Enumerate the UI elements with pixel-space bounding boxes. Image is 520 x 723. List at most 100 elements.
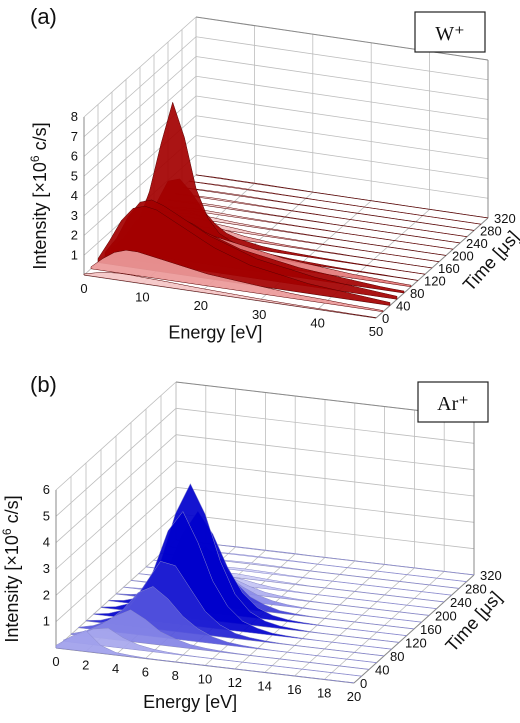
y-tick-label: 5	[71, 168, 78, 183]
time-tick-label: 0	[360, 676, 367, 691]
y-tick-label: 2	[71, 228, 78, 243]
axis-edge	[195, 16, 489, 61]
side-grid-y	[55, 434, 177, 543]
x-tick-label: 10	[198, 672, 212, 687]
y-axis-title-main: Intensity [×10	[2, 535, 22, 643]
side-grid-y	[55, 487, 177, 596]
y-tick-label: 1	[43, 614, 50, 629]
x-tick-label: 30	[252, 307, 266, 322]
y-tick-label: 6	[43, 482, 50, 497]
x-tick-label: 20	[347, 689, 361, 704]
x-tick-label: 0	[80, 281, 87, 296]
y-axis-title-unit: c/s]	[2, 495, 22, 528]
y-tick-label: 2	[43, 587, 50, 602]
side-grid-y	[55, 408, 177, 517]
time-tick-label: 280	[465, 582, 487, 597]
time-tick-label: 320	[494, 211, 516, 226]
side-grid-y	[83, 16, 197, 118]
time-tick-label: 240	[466, 236, 488, 251]
y-tick-label: 6	[71, 149, 78, 164]
time-tick-label: 320	[480, 568, 502, 583]
chart-panel-b: 0 2 4 6 8 10 12 14 16 18 2012345604080120160200240…	[0, 372, 506, 712]
time-slice-20	[90, 249, 384, 313]
back-grid-y	[195, 75, 489, 120]
x-tick-label: 2	[82, 658, 89, 673]
time-tick-label: 200	[435, 609, 457, 624]
x-axis-title: Energy [eV]	[143, 692, 237, 712]
time-slice-60	[78, 586, 377, 664]
panel-label: (b)	[30, 372, 57, 397]
back-grid-y	[195, 95, 489, 140]
time-tick-label: 40	[396, 299, 410, 314]
y-tick-label: 4	[71, 188, 78, 203]
tick-labels: 0 2 4 6 8 10 12 14 16 18 2012345604080120160200240…	[43, 482, 502, 704]
time-slice-320	[195, 174, 489, 219]
y-tick-label: 4	[43, 535, 50, 550]
y-tick-label: 7	[71, 129, 78, 144]
legend-box	[417, 381, 489, 423]
legend-ion-label: Ar⁺	[437, 393, 469, 415]
time-slice-40	[97, 205, 391, 306]
time-slice-80	[85, 561, 385, 657]
time-tick-label: 240	[450, 595, 472, 610]
y-axis-title: Intensity [×106 c/s]	[0, 495, 22, 642]
y-axis-title-unit: c/s]	[30, 122, 50, 155]
x-tick-label: 16	[287, 682, 301, 697]
x-tick-label: 0	[52, 654, 59, 669]
x-tick-label: 8	[172, 668, 179, 683]
back-grid-y	[195, 56, 489, 100]
time-slice-300	[168, 546, 467, 583]
side-grid-y	[55, 460, 177, 570]
back-grid-y	[195, 36, 489, 81]
x-axis-title: Energy [eV]	[168, 322, 262, 342]
time-slice-240	[167, 199, 461, 244]
time-slice-20	[63, 627, 362, 677]
time-slice-0	[83, 272, 377, 319]
y-axis-title-main: Intensity [×10	[30, 162, 50, 270]
x-tick-label: 14	[257, 679, 271, 694]
x-tick-label: 50	[369, 324, 383, 339]
side-grid-y	[55, 381, 177, 491]
time-tick-label: 200	[452, 249, 474, 264]
surface-series	[83, 101, 489, 319]
side-grid-y	[83, 36, 197, 138]
back-grid-y	[175, 486, 475, 523]
time-slice-220	[160, 205, 454, 250]
side-grid-y	[83, 56, 197, 157]
time-tick-label: 80	[410, 286, 424, 301]
y-axis-title: Intensity [×106 c/s]	[28, 122, 50, 269]
back-grid-y	[175, 460, 475, 497]
side-grid-y	[83, 95, 197, 197]
time-slice-320	[175, 539, 475, 576]
chart-panel-a: 0102030405012345678040801201602002402803…	[28, 4, 520, 342]
side-grid-y	[83, 75, 197, 177]
back-grid-y	[195, 115, 489, 160]
y-tick-label: 5	[43, 508, 50, 523]
time-slice-40	[70, 609, 370, 670]
time-tick-label: 0	[382, 311, 389, 326]
back-grid-y	[195, 135, 489, 179]
x-tick-label: 12	[228, 675, 242, 690]
y-tick-label: 3	[43, 561, 50, 576]
back-grid-y	[175, 434, 475, 471]
time-slice-300	[188, 180, 482, 225]
time-tick-label: 80	[390, 649, 404, 664]
back-grid-y	[175, 407, 475, 444]
tick-labels: 0102030405012345678040801201602002402803…	[71, 109, 516, 339]
x-tick-label: 6	[142, 665, 149, 680]
time-tick-label: 120	[424, 274, 446, 289]
y-tick-label: 8	[71, 109, 78, 124]
panel-label: (a)	[30, 4, 57, 29]
back-grid-y	[175, 513, 475, 550]
time-tick-label: 280	[480, 224, 502, 239]
x-tick-label: 10	[135, 290, 149, 305]
x-tick-label: 18	[317, 686, 331, 701]
y-tick-label: 3	[71, 208, 78, 223]
x-tick-label: 20	[194, 298, 208, 313]
time-tick-label: 160	[420, 622, 442, 637]
time-tick-label: 120	[405, 636, 427, 651]
y-axis-title-exponent: 6	[28, 155, 42, 162]
time-slice-0	[55, 630, 355, 684]
side-grid-y	[55, 513, 177, 622]
legend-ion-label: W⁺	[435, 23, 464, 45]
